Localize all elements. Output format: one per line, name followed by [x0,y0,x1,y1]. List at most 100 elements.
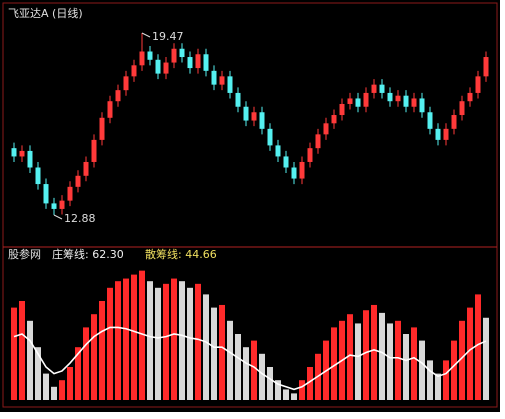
indicator-bar [107,287,113,400]
low-annotation: 12.88 [64,212,96,225]
candle-body [27,150,33,168]
candle-body [147,51,153,60]
candle-body [339,103,345,116]
indicator-bar [443,360,449,400]
candle-body [163,62,169,74]
candle-body [299,161,305,179]
candle-body [475,76,481,93]
candle-body [51,203,57,209]
indicator-bar [403,334,409,400]
indicator-bar [275,380,281,400]
indicator-bar [51,386,57,400]
indicator-bar [219,304,225,400]
candle-body [443,128,449,140]
indicator-bar [307,367,313,400]
candle-body [115,90,121,102]
candle-body [355,98,361,107]
candle-body [291,167,297,179]
indicator-bar [203,294,209,400]
candle-body [211,70,217,85]
candle-body [435,128,441,140]
candle-body [43,184,49,204]
candle-body [35,167,41,185]
indicator-bar [475,294,481,400]
indicator-bar [163,283,169,400]
indicator-bar [11,307,17,400]
candle-body [75,175,81,187]
indicator-bar [283,389,289,400]
candle-body [379,84,385,93]
candle-body [403,95,409,107]
indicator-bar [363,310,369,400]
legend-label: 散筹线: 44.66 [145,247,217,261]
indicator-bar [483,317,489,400]
indicator-bar [387,323,393,400]
candle-body [419,98,425,113]
candle-body [123,76,129,91]
candle-body [243,106,249,121]
candle-body [459,101,465,116]
indicator-bar [35,347,41,400]
annotation-arrow [141,32,151,38]
chart-title: 飞亚达A (日线) [8,6,83,20]
candle-body [187,57,193,69]
indicator-bar [147,281,153,400]
indicator-line [13,326,487,391]
indicator-bar [347,314,353,400]
candle-body [283,156,289,168]
indicator-bar [331,327,337,400]
indicator-bar [419,340,425,400]
candle-body [395,95,401,102]
candle-body [19,150,25,157]
indicator-bar [411,327,417,400]
legend-label: 庄筹线: 62.30 [52,247,124,261]
indicator-bar [27,320,33,400]
indicator-bar [379,312,385,400]
indicator-bar [211,307,217,400]
indicator-bar [19,301,25,400]
indicator-bar [395,320,401,400]
candle-body [179,48,185,58]
candle-body [251,112,257,121]
candle-body [83,161,89,176]
candle-body [155,59,161,74]
indicator-title: 股参网 [8,247,41,261]
candle-body [275,145,281,157]
indicator-bar [139,270,145,400]
indicator-bar [459,320,465,400]
indicator-bar [115,281,121,400]
indicator-bar [43,373,49,400]
indicator-bar [291,393,297,400]
indicator-bar [91,314,97,400]
indicator-bar [259,353,265,400]
candle-body [315,134,321,149]
candle-body [323,123,329,135]
candle-body [91,139,97,162]
candle-body [67,186,73,201]
indicator-bar [355,323,361,400]
high-annotation: 19.47 [152,30,184,43]
candle-body [99,117,105,140]
candle-body [219,76,225,85]
indicator-bar [251,340,257,400]
candle-body [467,92,473,102]
indicator-bar [123,278,129,400]
indicator-bar [235,334,241,400]
indicator-bar [227,320,233,400]
indicator-bar [187,287,193,400]
indicator-bar [435,373,441,400]
candle-body [11,148,17,157]
frame [2,2,498,408]
candle-body [203,54,209,71]
candle-body [347,98,353,104]
candle-body [307,148,313,162]
indicator-bar [131,274,137,400]
indicator-bar [67,367,73,400]
indicator-bar [75,347,81,400]
indicator-bar [155,287,161,400]
candle-body [235,92,241,107]
candle-body [59,200,65,209]
indicator-bar [451,340,457,400]
